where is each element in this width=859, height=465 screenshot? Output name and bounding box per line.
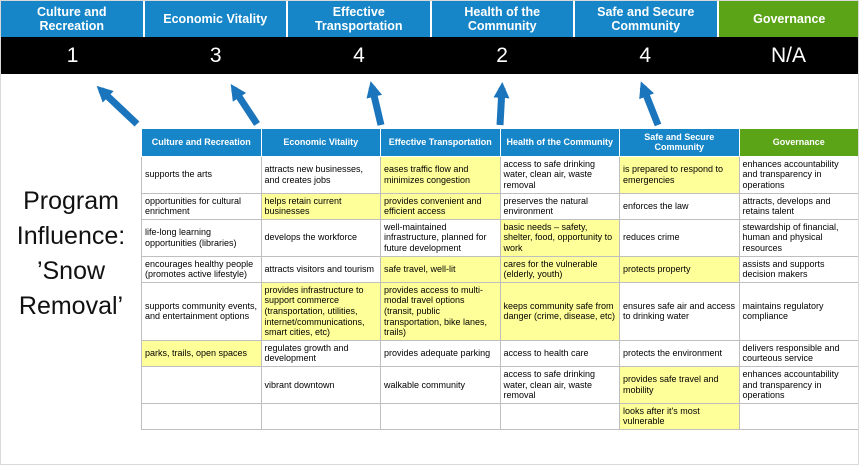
matrix-row-4: encourages healthy people (promotes acti…	[141, 255, 858, 283]
influence-matrix: Culture and Recreation Economic Vitality E…	[141, 128, 858, 431]
matrix-cell-r5c2: provides infrastructure to support comme…	[260, 281, 381, 341]
matrix-row-1: supports the arts attracts new businesses…	[141, 155, 858, 194]
matrix-cell-r2c4: preserves the natural environment	[499, 192, 620, 220]
matrix-header-5: Safe and Secure Community	[619, 128, 740, 157]
matrix-cell-r3c6: stewardship of financial, human and phys…	[738, 218, 858, 257]
matrix-cell-r4c5: protects property	[619, 255, 740, 283]
score-value-1: 1	[66, 43, 79, 67]
scoreboard-header-4: Health of the Community	[431, 1, 575, 37]
matrix-cell-r8c4	[499, 402, 620, 431]
matrix-cell-r2c3: provides convenient and efficient access	[380, 192, 501, 220]
matrix-header-4: Health of the Community	[499, 128, 620, 157]
matrix-cell-r6c4: access to health care	[499, 339, 620, 368]
score-value-2: 3	[209, 43, 222, 67]
matrix-cell-r3c5: reduces crime	[619, 218, 740, 257]
arrow-icon-5	[639, 81, 662, 127]
matrix-cell-r2c6: attracts, develops and retains talent	[738, 192, 858, 220]
matrix-row-2: opportunities for cultural enrichment hel…	[141, 192, 858, 220]
score-value-6: N/A	[770, 43, 806, 67]
matrix-cell-r5c1: supports community events, and entertain…	[141, 281, 262, 341]
scoreboard-score-row: 1 3 4 2 4 N/A	[1, 37, 858, 74]
matrix-cell-r1c6: enhances accountability and transparency…	[738, 155, 858, 194]
matrix-cell-r1c1: supports the arts	[141, 155, 262, 194]
matrix-row-3: life-long learning opportunities (librar…	[141, 218, 858, 257]
matrix-cell-r5c4: keeps community safe from danger (crime,…	[499, 281, 620, 341]
matrix-cell-r8c3	[380, 402, 501, 431]
scoreboard-header-2: Economic Vitality	[144, 1, 288, 37]
matrix-row-7: vibrant downtown walkable community access…	[141, 366, 858, 404]
arrow-icon-2	[230, 83, 260, 126]
matrix-header-3: Effective Transportation	[380, 128, 501, 157]
matrix-row-5: supports community events, and entertain…	[141, 281, 858, 341]
matrix-cell-r6c2: regulates growth and development	[260, 339, 381, 368]
matrix-cell-r6c6: delivers responsible and courteous servi…	[738, 339, 858, 368]
matrix-cell-r2c5: enforces the law	[619, 192, 740, 220]
program-title: Program Influence: ’Snow Removal’	[16, 187, 126, 320]
score-value-5: 4	[639, 43, 652, 67]
matrix-cell-r2c1: opportunities for cultural enrichment	[141, 192, 262, 220]
scoreboard-header-row: Culture and Recreation Economic Vitality E…	[1, 1, 858, 37]
matrix-header-1: Culture and Recreation	[141, 128, 262, 157]
matrix-cell-r7c2: vibrant downtown	[260, 366, 381, 404]
scoreboard-header-6: Governance	[718, 1, 858, 37]
matrix-row-8: looks after it's most vulnerable	[141, 402, 858, 431]
matrix-cell-r8c6	[738, 402, 858, 431]
matrix-header-2: Economic Vitality	[260, 128, 381, 157]
matrix-cell-r7c5: provides safe travel and mobility	[619, 366, 740, 404]
matrix-cell-r7c4: access to safe drinking water, clean air…	[499, 366, 620, 404]
matrix-cell-r6c3: provides adequate parking	[380, 339, 501, 368]
matrix-header-row: Culture and Recreation Economic Vitality E…	[141, 128, 858, 157]
matrix-cell-r3c3: well-maintained infrastructure, planned …	[380, 218, 501, 257]
matrix-cell-r7c6: enhances accountability and transparency…	[738, 366, 858, 404]
score-value-3: 4	[353, 43, 365, 67]
matrix-cell-r5c3: provides access to multi-modal travel op…	[380, 281, 501, 341]
matrix-cell-r4c4: cares for the vulnerable (elderly, youth…	[499, 255, 620, 283]
matrix-cell-r4c2: attracts visitors and tourism	[260, 255, 381, 283]
matrix-cell-r8c5: looks after it's most vulnerable	[619, 402, 740, 431]
matrix-cell-r8c1	[141, 402, 262, 431]
matrix-header-6: Governance	[738, 128, 858, 157]
matrix-cell-r1c5: is prepared to respond to emergencies	[619, 155, 740, 194]
matrix-cell-r3c1: life-long learning opportunities (librar…	[141, 218, 262, 257]
matrix-body: supports the arts attracts new businesses…	[141, 155, 858, 431]
matrix-cell-r4c3: safe travel, well-lit	[380, 255, 501, 283]
matrix-cell-r6c1: parks, trails, open spaces	[141, 339, 262, 368]
matrix-cell-r5c6: maintains regulatory compliance	[738, 281, 858, 341]
arrow-icon-1	[96, 85, 140, 127]
matrix-cell-r3c2: develops the workforce	[260, 218, 381, 257]
matrix-cell-r7c3: walkable community	[380, 366, 501, 404]
matrix-cell-r3c4: basic needs – safety, shelter, food, opp…	[499, 218, 620, 257]
influence-arrows	[96, 81, 662, 127]
score-value-4: 2	[496, 43, 508, 67]
scoreboard-header-5: Safe and Secure Community	[575, 1, 719, 37]
matrix-cell-r1c4: access to safe drinking water, clean air…	[499, 155, 620, 194]
matrix-cell-r4c6: assists and supports decision makers	[738, 255, 858, 283]
scoreboard-header-1: Culture and Recreation	[1, 1, 145, 37]
arrow-icon-4	[493, 82, 510, 126]
matrix-row-6: parks, trails, open spaces regulates grow…	[141, 339, 858, 368]
matrix-cell-r4c1: encourages healthy people (promotes acti…	[141, 255, 262, 283]
matrix-cell-r1c3: eases traffic flow and minimizes congest…	[380, 155, 501, 194]
matrix-cell-r5c5: ensures safe air and access to drinking …	[619, 281, 740, 341]
scoreboard-header-3: Effective Transportation	[288, 1, 432, 37]
matrix-cell-r8c2	[260, 402, 381, 431]
matrix-cell-r1c2: attracts new businesses, and creates job…	[260, 155, 381, 194]
matrix-table: Culture and Recreation Economic Vitality E…	[141, 128, 858, 431]
matrix-cell-r7c1	[141, 366, 262, 404]
arrow-icon-3	[366, 81, 385, 126]
matrix-cell-r6c5: protects the environment	[619, 339, 740, 368]
matrix-cell-r2c2: helps retain current businesses	[260, 192, 381, 220]
